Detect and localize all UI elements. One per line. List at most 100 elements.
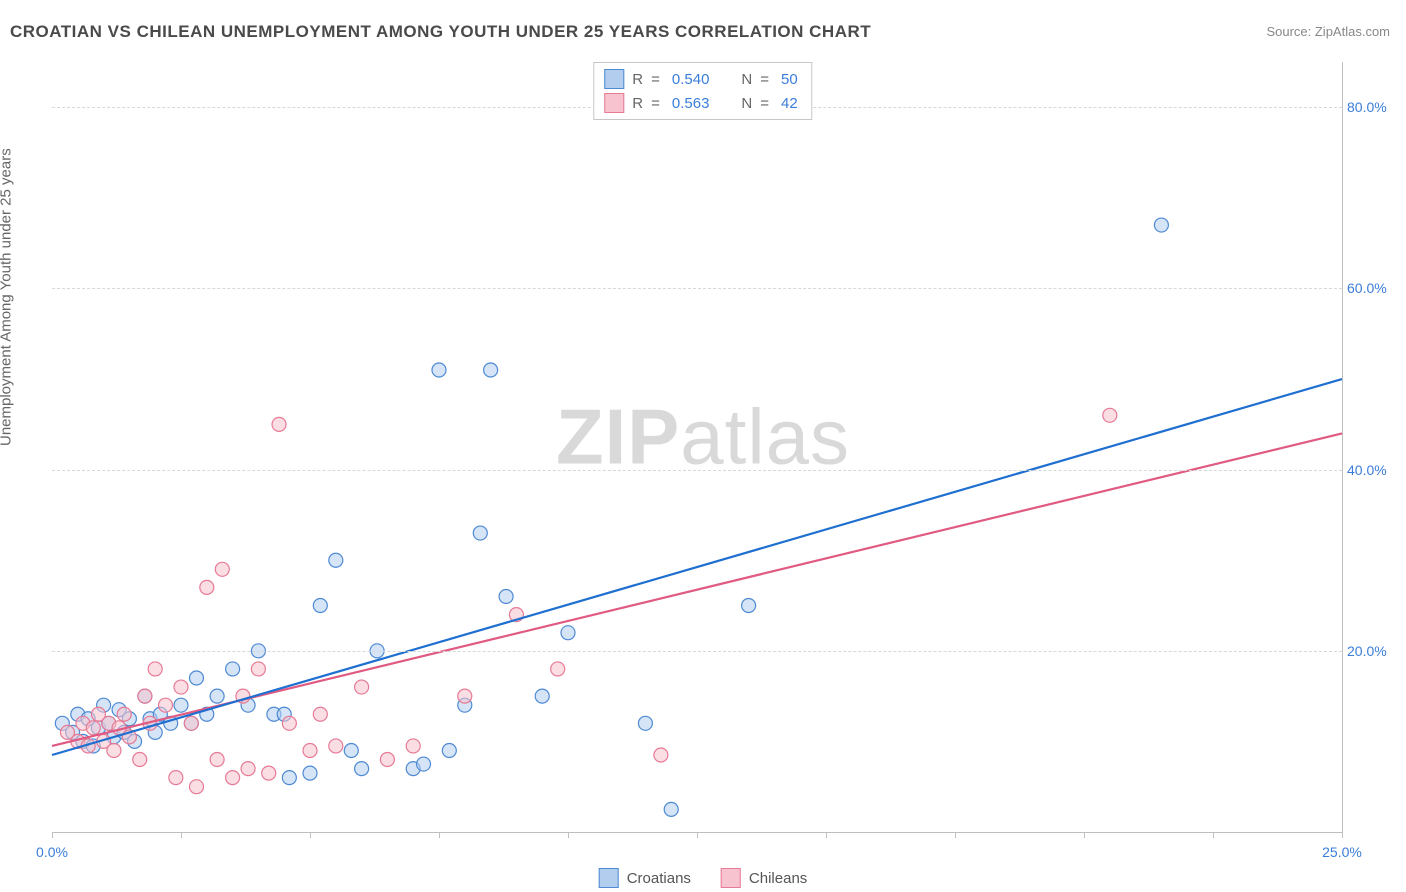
- corr-eq-1b: =: [760, 71, 769, 88]
- data-point: [117, 707, 131, 721]
- data-point: [241, 762, 255, 776]
- data-point: [262, 766, 276, 780]
- data-point: [184, 716, 198, 730]
- corr-eq-1: =: [651, 71, 660, 88]
- data-point: [303, 743, 317, 757]
- data-point: [174, 680, 188, 694]
- data-point: [86, 721, 100, 735]
- corr-eq-2: =: [651, 95, 660, 112]
- data-point: [535, 689, 549, 703]
- x-tick-mark: [181, 832, 182, 838]
- legend-item-croatians: Croatians: [599, 868, 691, 888]
- x-tick-mark: [1084, 832, 1085, 838]
- data-point: [189, 780, 203, 794]
- corr-R-label-1: R: [632, 71, 643, 88]
- trend-line: [52, 379, 1342, 755]
- data-point: [138, 689, 152, 703]
- corr-R-pink: 0.563: [668, 95, 714, 112]
- data-point: [210, 689, 224, 703]
- corr-N-label-1: N: [741, 71, 752, 88]
- data-point: [458, 689, 472, 703]
- corr-R-blue: 0.540: [668, 71, 714, 88]
- y-tick-label: 40.0%: [1347, 462, 1402, 478]
- legend-swatch-blue: [599, 868, 619, 888]
- data-point: [313, 707, 327, 721]
- data-point: [561, 626, 575, 640]
- data-point: [638, 716, 652, 730]
- data-point: [355, 762, 369, 776]
- swatch-pink: [604, 93, 624, 113]
- data-point: [226, 771, 240, 785]
- gridline: [52, 470, 1342, 471]
- y-tick-label: 60.0%: [1347, 280, 1402, 296]
- x-tick-mark: [52, 832, 53, 838]
- data-point: [355, 680, 369, 694]
- y-tick-label: 80.0%: [1347, 99, 1402, 115]
- data-point: [432, 363, 446, 377]
- data-point: [1103, 408, 1117, 422]
- data-point: [329, 553, 343, 567]
- correlation-legend: R = 0.540 N = 50 R = 0.563 N = 42: [593, 62, 812, 120]
- data-point: [215, 562, 229, 576]
- x-tick-mark: [1213, 832, 1214, 838]
- gridline: [52, 651, 1342, 652]
- x-tick-mark: [697, 832, 698, 838]
- corr-N-pink: 42: [777, 95, 802, 112]
- data-point: [551, 662, 565, 676]
- gridline: [52, 288, 1342, 289]
- data-point: [169, 771, 183, 785]
- data-point: [442, 743, 456, 757]
- legend-label-croatians: Croatians: [627, 870, 691, 887]
- data-point: [303, 766, 317, 780]
- data-point: [174, 698, 188, 712]
- data-point: [282, 771, 296, 785]
- x-tick-mark: [568, 832, 569, 838]
- data-point: [417, 757, 431, 771]
- x-tick-label: 25.0%: [1322, 844, 1362, 860]
- data-point: [484, 363, 498, 377]
- chart-container: CROATIAN VS CHILEAN UNEMPLOYMENT AMONG Y…: [0, 0, 1406, 892]
- data-point: [282, 716, 296, 730]
- data-point: [344, 743, 358, 757]
- data-point: [329, 739, 343, 753]
- scatter-svg: [52, 62, 1342, 832]
- chart-title: CROATIAN VS CHILEAN UNEMPLOYMENT AMONG Y…: [10, 22, 871, 42]
- data-point: [380, 753, 394, 767]
- corr-N-blue: 50: [777, 71, 802, 88]
- data-point: [189, 671, 203, 685]
- data-point: [499, 589, 513, 603]
- corr-row-pink: R = 0.563 N = 42: [604, 91, 801, 115]
- data-point: [272, 417, 286, 431]
- y-tick-label: 20.0%: [1347, 643, 1402, 659]
- corr-N-label-2: N: [741, 95, 752, 112]
- data-point: [200, 580, 214, 594]
- legend-label-chileans: Chileans: [749, 870, 807, 887]
- swatch-blue: [604, 69, 624, 89]
- data-point: [406, 739, 420, 753]
- data-point: [133, 753, 147, 767]
- data-point: [742, 599, 756, 613]
- corr-eq-2b: =: [760, 95, 769, 112]
- data-point: [148, 662, 162, 676]
- chart-source: Source: ZipAtlas.com: [1266, 24, 1390, 39]
- data-point: [159, 698, 173, 712]
- series-legend: Croatians Chileans: [599, 868, 808, 888]
- x-tick-mark: [439, 832, 440, 838]
- x-tick-label: 0.0%: [36, 844, 68, 860]
- x-tick-mark: [310, 832, 311, 838]
- data-point: [226, 662, 240, 676]
- y-axis-label: Unemployment Among Youth under 25 years: [0, 148, 15, 446]
- corr-R-label-2: R: [632, 95, 643, 112]
- data-point: [107, 743, 121, 757]
- x-tick-mark: [1342, 832, 1343, 838]
- corr-row-blue: R = 0.540 N = 50: [604, 67, 801, 91]
- legend-item-chileans: Chileans: [721, 868, 807, 888]
- data-point: [1154, 218, 1168, 232]
- data-point: [654, 748, 668, 762]
- plot-area: 20.0%40.0%60.0%80.0%0.0%25.0%: [52, 62, 1343, 833]
- legend-swatch-pink: [721, 868, 741, 888]
- x-tick-mark: [826, 832, 827, 838]
- data-point: [313, 599, 327, 613]
- data-point: [664, 802, 678, 816]
- data-point: [473, 526, 487, 540]
